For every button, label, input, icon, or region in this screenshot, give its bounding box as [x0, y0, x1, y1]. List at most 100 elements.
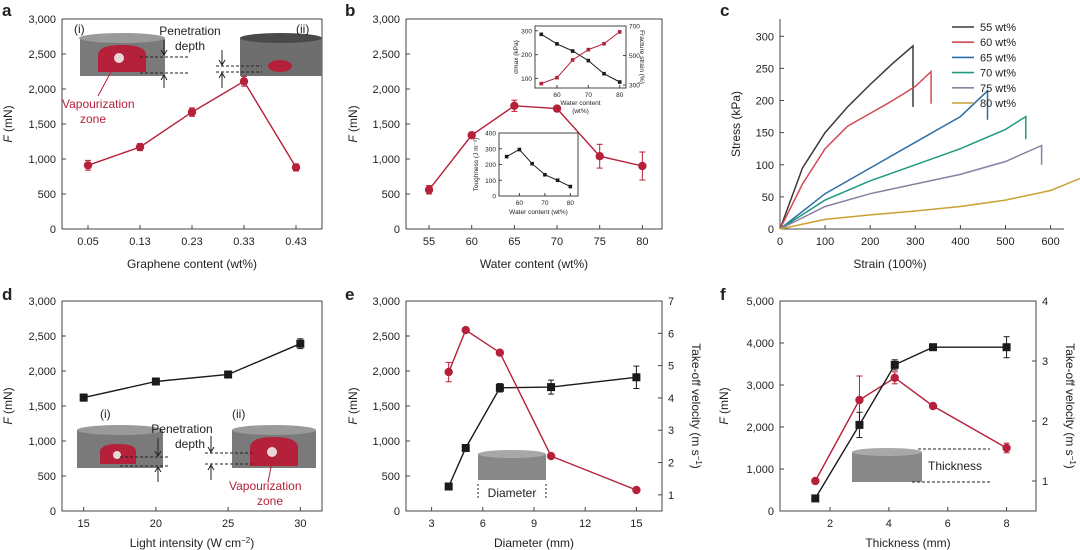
y-tick-label: 3,000 [372, 296, 400, 308]
y-tick-label: 3,000 [28, 296, 56, 308]
y-tick-label: 0 [394, 506, 400, 518]
inset-y-tick-label: 200 [485, 162, 496, 169]
inset-y2-tick-label: 700 [629, 24, 640, 31]
inset-point [568, 184, 573, 189]
stress-strain-curve-6 [779, 177, 1080, 230]
x-tick-label: 65 [508, 236, 520, 248]
data-point-velocity [461, 325, 470, 335]
data-point-velocity [811, 476, 820, 486]
stress-strain-curve-4 [779, 115, 1027, 230]
inset-point [602, 41, 606, 46]
y-tick-label: 0 [50, 224, 56, 236]
inset-y2-tick-label: 300 [629, 83, 640, 90]
x-tick-label: 0.13 [129, 236, 150, 248]
y2-tick-label: 6 [668, 328, 674, 340]
panel-label-a: a [2, 1, 12, 20]
data-point-F [495, 383, 504, 392]
inset-x-tick-label: 70 [585, 92, 593, 99]
y-tick-label: 50 [762, 192, 774, 204]
label-i: (i) [74, 22, 85, 36]
data-point-velocity [632, 485, 641, 495]
disc-top [478, 450, 546, 458]
y-tick-label: 2,500 [372, 49, 400, 61]
y-tick-label: 500 [38, 189, 56, 201]
data-point-velocity [444, 367, 453, 377]
cylinder-i-top [79, 33, 165, 43]
thickness-label: Thickness [928, 459, 982, 473]
x-axis-label-sup: −2 [241, 536, 251, 545]
inset-y-tick-label: 300 [521, 28, 532, 35]
inset-y-tick-label: 300 [485, 146, 496, 153]
x-tick-label: 55 [423, 236, 435, 248]
x-tick-label: 0.33 [233, 236, 254, 248]
y2-tick-label: 7 [668, 296, 674, 308]
data-point-velocity [495, 348, 505, 357]
y2-axis-label-end: ) [689, 465, 703, 469]
x-axis-label: Water content (wt%) [480, 257, 588, 271]
y-axis-label-unit: (mN) [1, 387, 15, 417]
y-tick-label: 1,500 [372, 401, 400, 413]
plot-frame [498, 132, 579, 197]
disc-body [478, 454, 546, 480]
inset-series-strain [541, 31, 621, 85]
label-ii: (ii) [232, 407, 245, 421]
legend-label: 80 wt% [980, 98, 1016, 110]
inset-point [602, 71, 606, 76]
inset-y-label: σmax (kPa) [513, 40, 520, 74]
y2-tick-label: 4 [668, 393, 674, 405]
data-point-velocity [546, 451, 556, 461]
plot-frame [405, 18, 663, 230]
data-point [552, 104, 562, 113]
x-tick-label: 80 [636, 236, 648, 248]
y2-tick-label: 1 [668, 490, 674, 502]
x-axis-label: Diameter (mm) [494, 536, 574, 550]
blob-i [113, 451, 121, 459]
y2-axis-label-end: ) [1063, 465, 1077, 469]
blob-ii [267, 447, 277, 457]
x-tick-label: 30 [294, 518, 306, 530]
y-axis-label-symbol: F [346, 417, 360, 425]
stress-strain-curve-5 [779, 144, 1043, 230]
y-tick-label: 1,500 [28, 401, 56, 413]
data-point [595, 152, 604, 161]
y2-axis-label-main: Take-off velocity (m s [689, 343, 703, 455]
chart-f: 0 1,000 2,000 3,000 4,000 5,000 1 2 3 4 2 4 6 8 Thickn… [717, 296, 1078, 550]
plot-frame [534, 25, 627, 89]
penetration-label-2: depth [175, 437, 205, 451]
y-axis-label-symbol: F [346, 135, 360, 143]
y-tick-label: 4,000 [746, 338, 774, 350]
data-point-velocity [1002, 443, 1011, 453]
inset-series-toughness [506, 148, 571, 188]
x-tick-label: 25 [222, 518, 234, 530]
data-point-velocity [890, 373, 899, 382]
vaporization-label-1: Vapourization [62, 97, 135, 111]
y-tick-label: 2,000 [372, 366, 400, 378]
chart-a: 0 500 1,000 1,500 2,000 2,500 3,000 0.05 0.13 0.2… [1, 14, 323, 271]
label-ii: (ii) [296, 22, 309, 36]
y-tick-label: 300 [756, 31, 774, 43]
y-axis-label: Stress (kPa) [729, 91, 743, 157]
y2-axis-label: Take-off velocity (m s−1) [689, 343, 704, 469]
x-tick-label: 6 [480, 518, 486, 530]
x-tick-label: 200 [861, 236, 879, 248]
x-tick-label: 9 [531, 518, 537, 530]
inset-point [570, 58, 575, 62]
inset-point [539, 32, 544, 37]
x-tick-label: 400 [951, 236, 969, 248]
panel-label-d: d [2, 285, 12, 304]
data-point [296, 339, 305, 348]
y-tick-label: 0 [768, 506, 774, 518]
y-tick-label: 2,000 [28, 366, 56, 378]
y-tick-label: 3,000 [746, 380, 774, 392]
inset-x-tick-label: 70 [541, 200, 549, 207]
data-point [510, 101, 519, 111]
x-axis-label-end: ) [250, 536, 254, 550]
cylinder-i-top [77, 425, 163, 435]
penetration-label-2: depth [175, 39, 205, 53]
inset-point [617, 80, 622, 84]
y-axis-label-symbol: F [1, 417, 15, 425]
x-tick-label: 6 [945, 518, 951, 530]
y-axis-label-unit: (mN) [346, 105, 360, 135]
inset-x-tick-label: 60 [553, 92, 561, 99]
